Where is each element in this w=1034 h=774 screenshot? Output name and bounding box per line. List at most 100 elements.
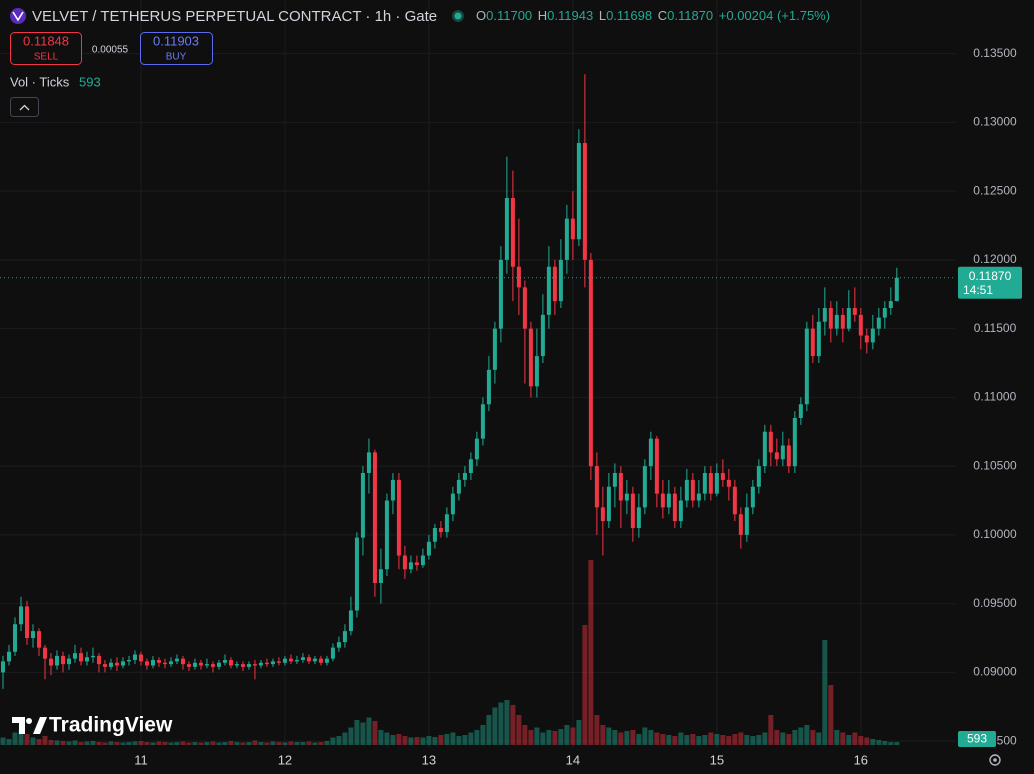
volume-bar — [696, 736, 702, 745]
candle-body — [90, 655, 95, 658]
y-tick-label: 0.11000 — [974, 390, 1017, 404]
candle-body — [396, 479, 401, 556]
candle-body — [516, 266, 521, 288]
candle-body — [342, 631, 347, 643]
volume-bar — [6, 739, 12, 745]
volume-bar — [126, 742, 132, 745]
candle-body — [480, 404, 485, 439]
volume-bar — [252, 740, 258, 745]
volume-bar — [750, 736, 756, 745]
volume-bar — [660, 734, 666, 745]
candle-body — [18, 606, 23, 625]
candle-body — [534, 356, 539, 387]
volume-bar — [72, 740, 78, 745]
candle-body — [690, 479, 695, 501]
candle-body — [312, 658, 317, 662]
change: +0.00204 (+1.75%) — [719, 8, 830, 23]
sell-label: SELL — [34, 52, 59, 63]
candle-body — [36, 631, 41, 648]
candle-body — [132, 654, 137, 660]
candle-body — [882, 308, 887, 318]
candle-body — [816, 321, 821, 357]
volume-bar — [330, 737, 336, 745]
volume-bar — [804, 725, 810, 745]
candle-body — [504, 198, 509, 260]
collapse-button[interactable] — [10, 97, 39, 117]
volume-bar — [744, 735, 750, 745]
buy-button[interactable] — [140, 32, 213, 65]
volume-legend-value: 593 — [79, 74, 101, 89]
candle-body — [432, 528, 437, 542]
sell-button[interactable] — [10, 32, 82, 65]
volume-bar — [396, 734, 402, 745]
ohlc-key: C — [658, 8, 667, 23]
candle-body — [252, 664, 257, 666]
candle-body — [330, 647, 335, 659]
candle-body — [180, 658, 185, 665]
candle-body — [12, 624, 17, 652]
candle-body — [258, 662, 263, 666]
volume-bar — [264, 742, 270, 745]
volume-bar — [390, 735, 396, 745]
volume-bar — [540, 732, 546, 745]
candle-body — [426, 541, 431, 556]
candle-body — [678, 500, 683, 522]
volume-bar — [504, 700, 510, 745]
candle-body — [264, 662, 269, 665]
volume-bar — [756, 735, 762, 745]
volume-bar — [222, 742, 228, 745]
candle-body — [714, 473, 719, 494]
candle-body — [210, 664, 215, 667]
volume-bar — [114, 742, 120, 745]
candle-body — [600, 507, 605, 522]
candle-body — [120, 661, 125, 666]
y-tick-label: 0.10000 — [973, 527, 1017, 541]
volume-bar — [840, 732, 846, 745]
volume-bar — [342, 732, 348, 745]
candle-body — [162, 662, 167, 665]
volume-bar — [312, 742, 318, 745]
y-tick-label: 0.13000 — [973, 115, 1017, 129]
candle-body — [834, 314, 839, 329]
candle-body — [192, 662, 197, 667]
market-status[interactable] — [454, 12, 462, 20]
volume-bar — [354, 720, 360, 745]
volume-bar — [666, 735, 672, 745]
candle-body — [114, 662, 119, 666]
volume-bar — [450, 732, 456, 745]
candle-body — [648, 438, 653, 467]
symbol-title[interactable]: VELVET / TETHERUS PERPETUAL CONTRACT · 1… — [32, 8, 437, 25]
y-tick-label: 0.12000 — [973, 252, 1017, 266]
volume-bar — [426, 736, 432, 745]
volume-bar — [372, 721, 378, 745]
volume-bar — [516, 715, 522, 745]
current-price-box — [958, 266, 1022, 299]
ohlc-key: O — [476, 8, 486, 23]
candle-body — [222, 660, 227, 663]
y-tick-label: 0.13500 — [973, 46, 1017, 60]
volume-bar — [18, 730, 24, 745]
current-price-label: 0.11870 — [969, 269, 1012, 283]
candle-body — [588, 259, 593, 467]
volume-bar — [690, 734, 696, 745]
volume-bar — [228, 741, 234, 745]
volume-bar — [672, 736, 678, 745]
candle-body — [666, 493, 671, 508]
volume-bar — [708, 732, 714, 745]
candle-body — [582, 143, 587, 260]
candle-body — [42, 647, 47, 659]
candle-body — [54, 655, 59, 666]
candle-body — [894, 277, 899, 302]
candle-body — [642, 466, 647, 508]
volume-bar — [282, 742, 288, 745]
volume-bar — [570, 727, 576, 745]
candle-body — [216, 662, 221, 667]
volume-bar — [168, 742, 174, 745]
volume-bar — [600, 725, 606, 745]
volume-value-box — [958, 731, 996, 747]
candle-body — [486, 369, 491, 405]
settings-button[interactable] — [989, 754, 1001, 766]
candle-body — [474, 438, 479, 460]
volume-bar — [876, 740, 882, 745]
candle-body — [144, 661, 149, 666]
